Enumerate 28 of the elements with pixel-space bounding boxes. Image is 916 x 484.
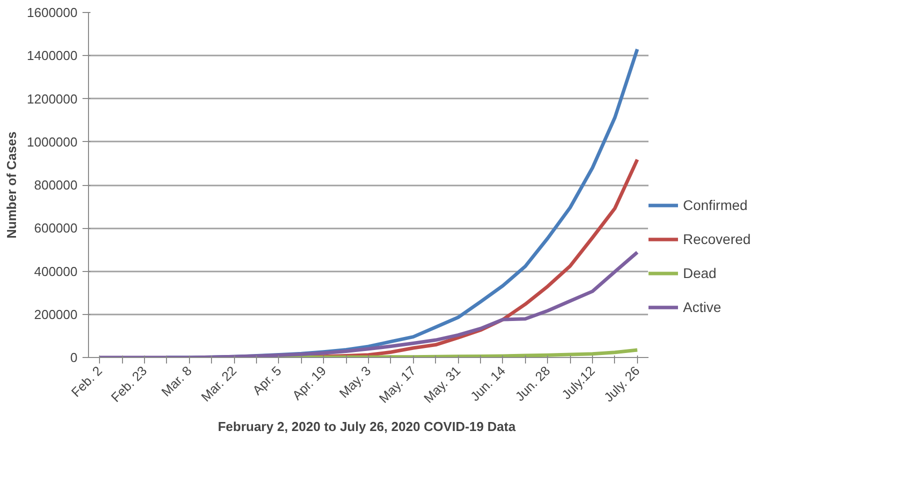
- legend-label: Dead: [683, 265, 716, 281]
- y-tick-label: 0: [70, 350, 78, 365]
- y-tick-label: 800000: [34, 178, 78, 192]
- y-tick-label: 200000: [34, 306, 78, 322]
- x-tick-label: Mar. 22: [198, 363, 240, 404]
- y-tick-label: 400000: [34, 264, 78, 279]
- x-tick-label: Mar. 8: [158, 363, 195, 400]
- y-tick-label: 1000000: [26, 134, 78, 150]
- x-tick-label: Apr. 5: [250, 363, 284, 398]
- x-tick-label: May. 31: [420, 363, 464, 406]
- x-tick-label: May. 17: [376, 363, 419, 406]
- y-tick-label: 1200000: [26, 91, 78, 106]
- x-tick-label: Feb. 23: [108, 363, 150, 405]
- x-tick-label: May. 3: [336, 363, 374, 401]
- x-tick-label: Apr. 19: [289, 363, 330, 403]
- x-tick-label: Jun. 14: [467, 363, 508, 404]
- y-tick-label: 600000: [34, 220, 78, 236]
- x-axis-title: February 2, 2020 to July 26, 2020 COVID-19 Data: [218, 419, 516, 434]
- y-axis-title: Number of Cases: [4, 132, 19, 238]
- x-tick-label: Feb. 2: [68, 363, 106, 400]
- legend-label: Active: [683, 299, 722, 315]
- legend-label: Confirmed: [683, 197, 748, 213]
- y-tick-label: 1600000: [26, 5, 78, 20]
- y-tick-label: 1400000: [26, 48, 78, 64]
- line-series: [98, 250, 640, 358]
- x-tick-label: July. 26: [600, 363, 643, 405]
- legend-label: Recovered: [683, 231, 751, 247]
- x-tick-label: Jun. 28: [512, 363, 554, 404]
